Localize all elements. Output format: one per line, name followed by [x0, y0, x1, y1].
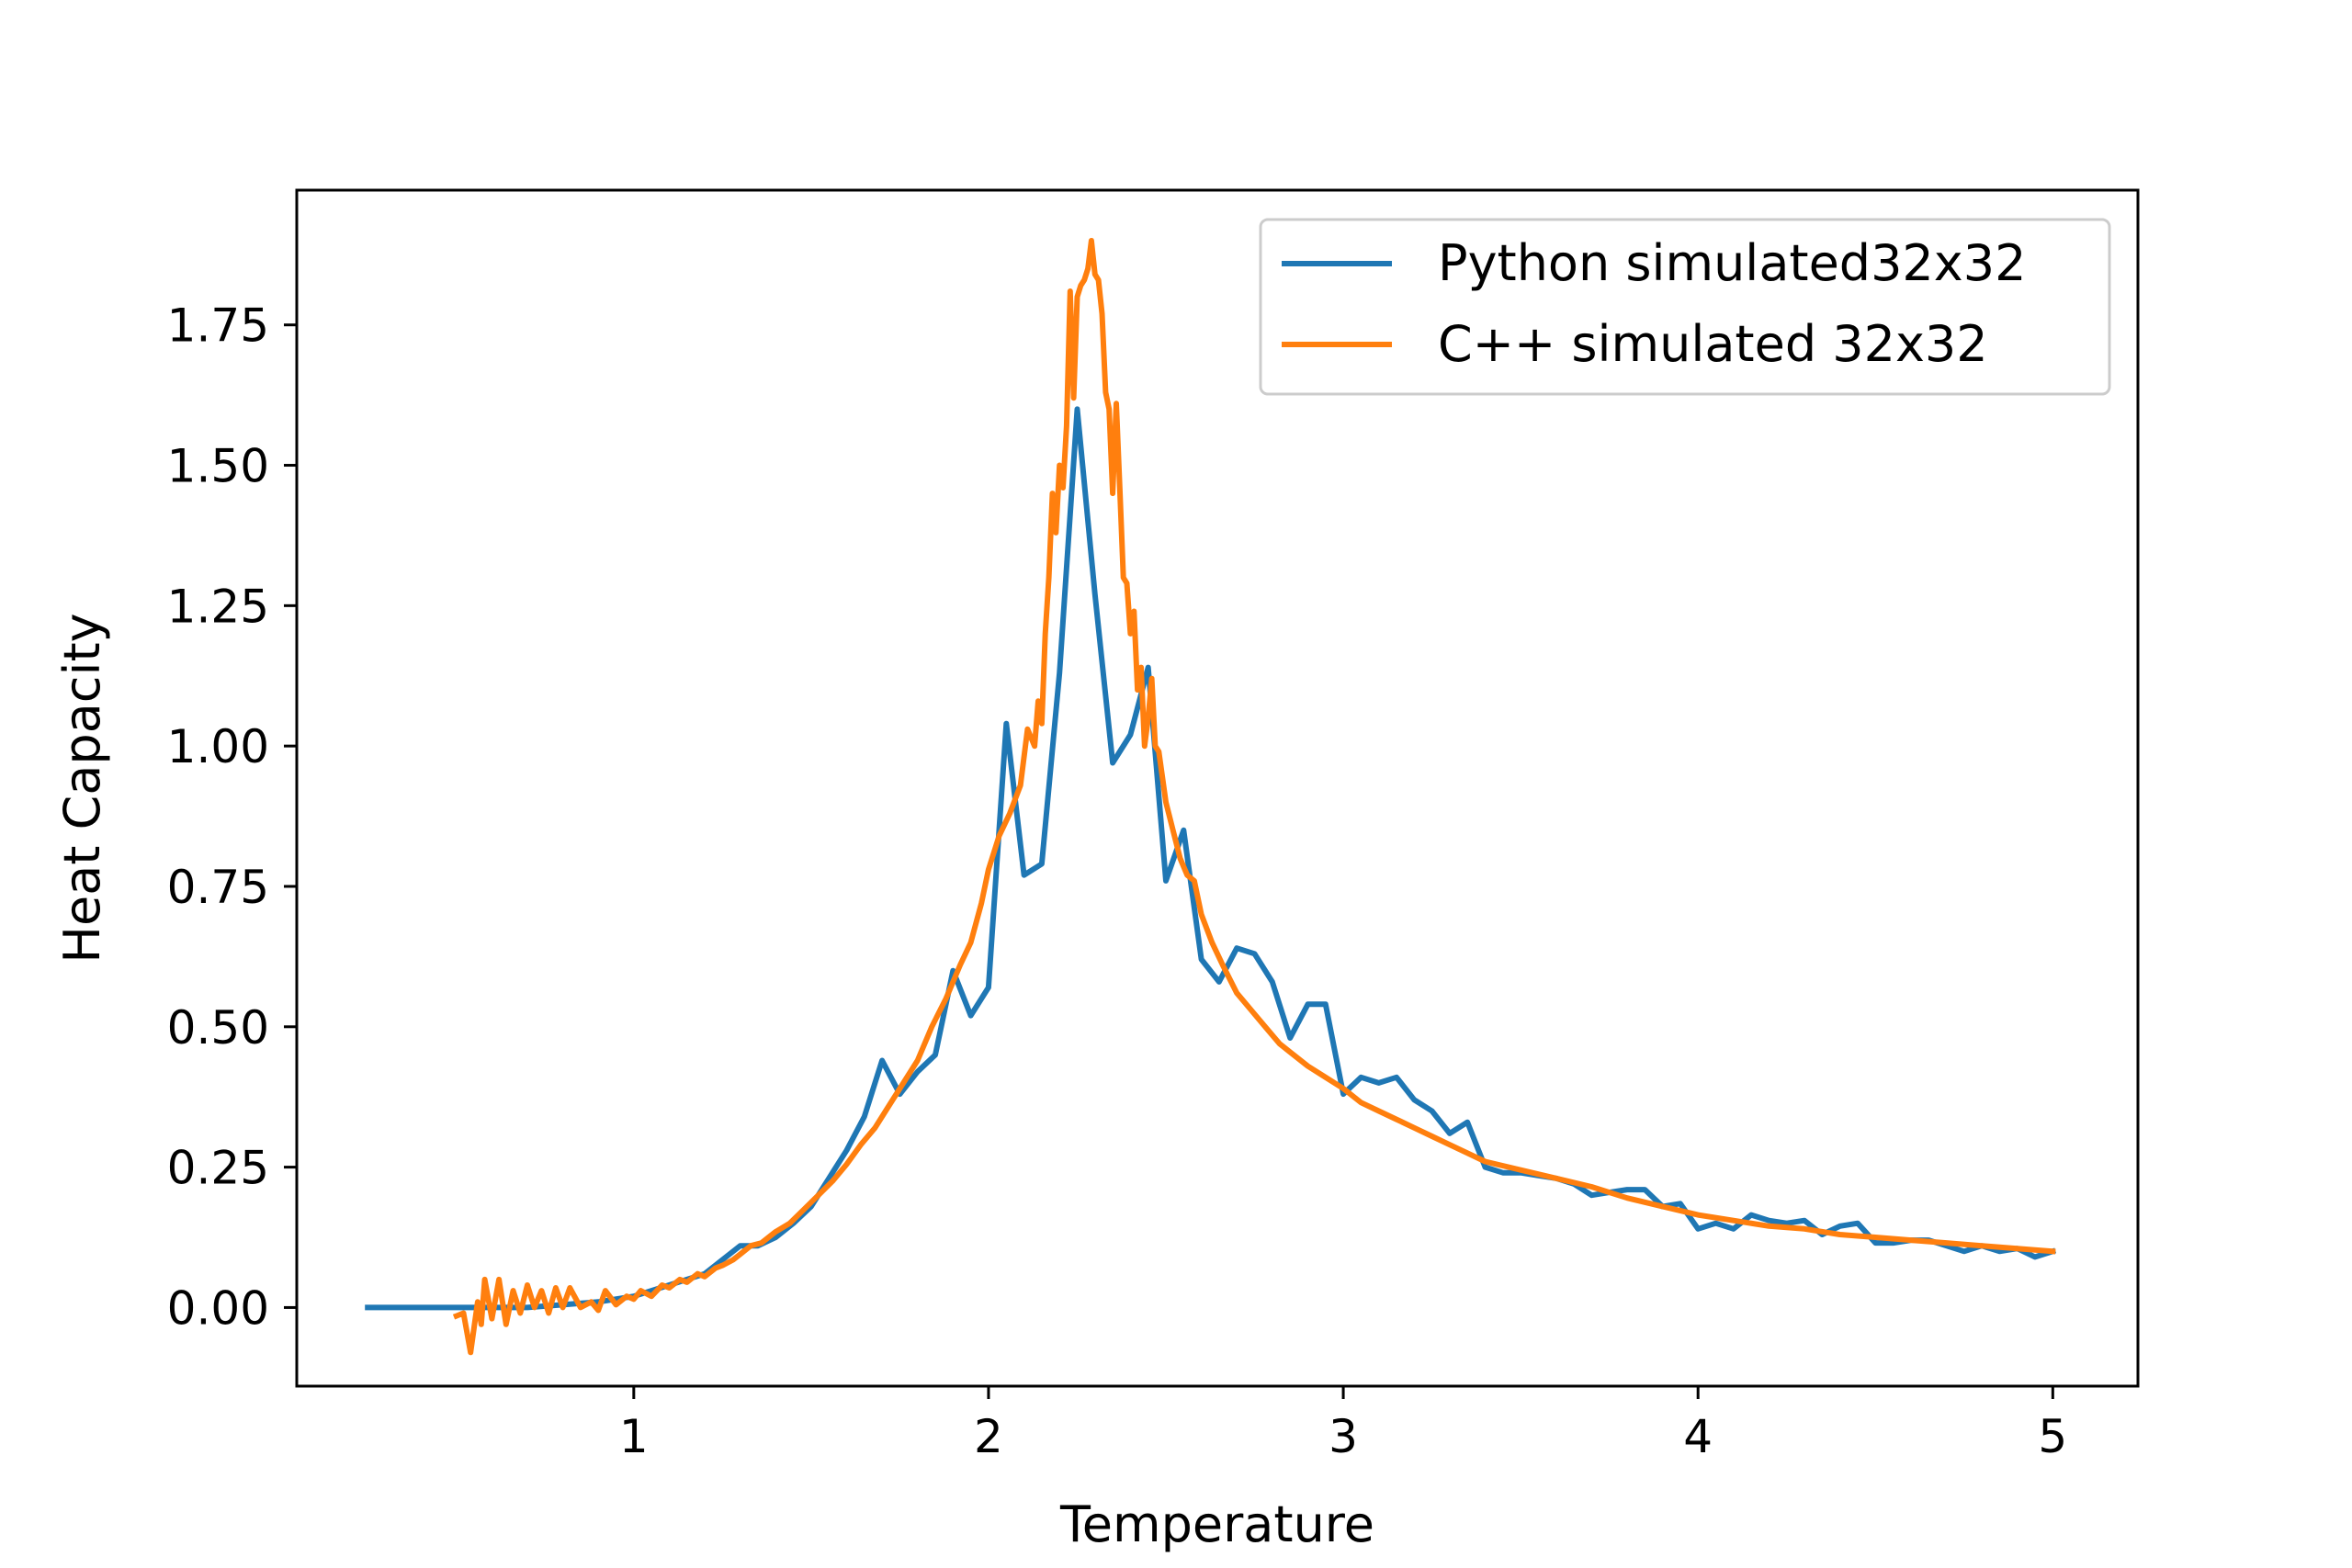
- x-tick-label: 2: [974, 1410, 1003, 1463]
- legend-box: [1259, 218, 2111, 396]
- x-tick-label: 1: [619, 1410, 649, 1463]
- x-tick-label: 5: [2038, 1410, 2067, 1463]
- y-tick-label: 0.25: [167, 1142, 269, 1195]
- x-tick-label: 3: [1329, 1410, 1358, 1463]
- y-tick-label: 0.75: [167, 861, 269, 914]
- x-tick-label: 4: [1683, 1410, 1713, 1463]
- y-tick-label: 0.50: [167, 1001, 269, 1055]
- y-tick-label: 0.00: [167, 1281, 269, 1335]
- x-axis-label: Temperature: [1059, 1495, 1374, 1553]
- y-tick-label: 1.25: [167, 580, 269, 633]
- series-layer: [365, 238, 2057, 1356]
- legend-label-cpp: C++ simulated 32x32: [1438, 315, 1988, 373]
- series-line-python: [365, 406, 2057, 1311]
- y-axis-label: Heat Capacity: [53, 613, 111, 963]
- y-tick-label: 1.00: [167, 720, 269, 773]
- y-axis: 0.00 0.25 0.50 0.75 1.00 1.25 1.50 1.75: [167, 299, 297, 1335]
- y-tick-label: 1.50: [167, 440, 269, 493]
- legend-label-python: Python simulated32x32: [1438, 234, 2026, 292]
- y-tick-label: 1.75: [167, 299, 269, 353]
- series-line-cpp: [452, 238, 2056, 1356]
- legend: Python simulated32x32 C++ simulated 32x3…: [1259, 218, 2111, 396]
- plot-frame: [295, 188, 2140, 1388]
- x-axis: 1 2 3 4 5: [619, 1386, 2067, 1463]
